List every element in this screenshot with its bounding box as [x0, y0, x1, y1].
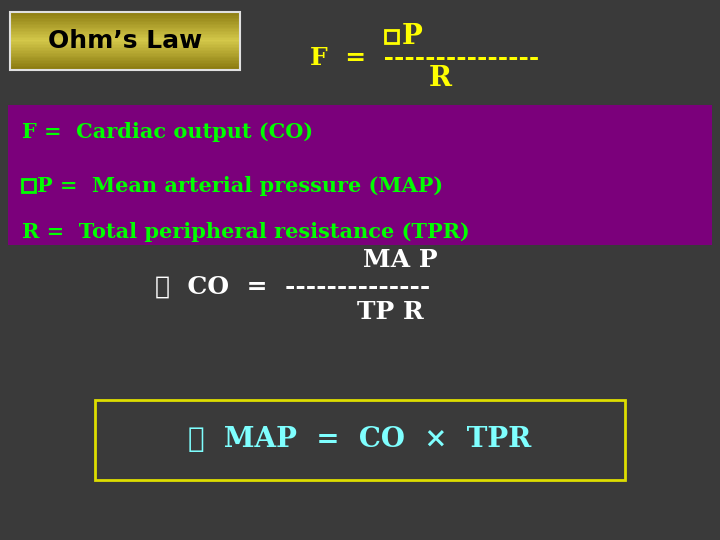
Text: F  =  ---------------: F = --------------- [310, 46, 539, 70]
Bar [10, 50, 240, 51]
Bar [10, 47, 240, 48]
Bar [10, 52, 240, 54]
Bar [10, 15, 240, 16]
Bar [10, 63, 240, 64]
Text: F =  Cardiac output (CO): F = Cardiac output (CO) [22, 122, 313, 142]
Bar [10, 60, 240, 62]
Bar [10, 66, 240, 67]
Bar [10, 18, 240, 19]
Bar [10, 58, 240, 60]
Bar [10, 37, 240, 38]
Text: TP R: TP R [356, 300, 423, 324]
Bar [10, 54, 240, 56]
Bar [10, 31, 240, 32]
Bar [10, 57, 240, 58]
Bar [10, 44, 240, 45]
Bar [10, 48, 240, 50]
Bar [10, 22, 240, 24]
Bar [10, 29, 240, 31]
Text: P =  Mean arterial pressure (MAP): P = Mean arterial pressure (MAP) [37, 176, 443, 195]
Bar [10, 16, 240, 18]
Text: R =  Total peripheral resistance (TPR): R = Total peripheral resistance (TPR) [22, 222, 469, 242]
Bar [10, 32, 240, 33]
Bar [10, 26, 240, 28]
Text: Ohm’s Law: Ohm’s Law [48, 29, 202, 53]
Bar [10, 24, 240, 25]
Bar [10, 51, 240, 52]
Bar [10, 28, 240, 29]
Bar [10, 14, 240, 15]
Bar [10, 69, 240, 70]
Text: ∴  CO  =  --------------: ∴ CO = -------------- [155, 275, 431, 299]
Bar [10, 25, 240, 26]
Bar [10, 62, 240, 63]
Bar [10, 43, 240, 44]
Bar [10, 56, 240, 57]
Text: ∴  MAP  =  CO  ×  TPR: ∴ MAP = CO × TPR [189, 427, 531, 454]
Bar [385, 30, 398, 43]
Bar [10, 38, 240, 39]
Text: MA P: MA P [363, 248, 437, 272]
Bar [10, 33, 240, 35]
Bar [10, 41, 240, 43]
Text: R: R [428, 64, 451, 91]
Bar [10, 19, 240, 21]
Bar [10, 67, 240, 69]
Bar [8, 105, 712, 245]
Bar [10, 35, 240, 37]
Bar [10, 39, 240, 41]
Bar [10, 12, 240, 70]
Text: P: P [402, 23, 423, 50]
Bar [10, 64, 240, 66]
Bar [22, 179, 35, 192]
Bar [10, 45, 240, 47]
Bar [10, 12, 240, 14]
Bar [10, 21, 240, 22]
Bar [95, 400, 625, 480]
